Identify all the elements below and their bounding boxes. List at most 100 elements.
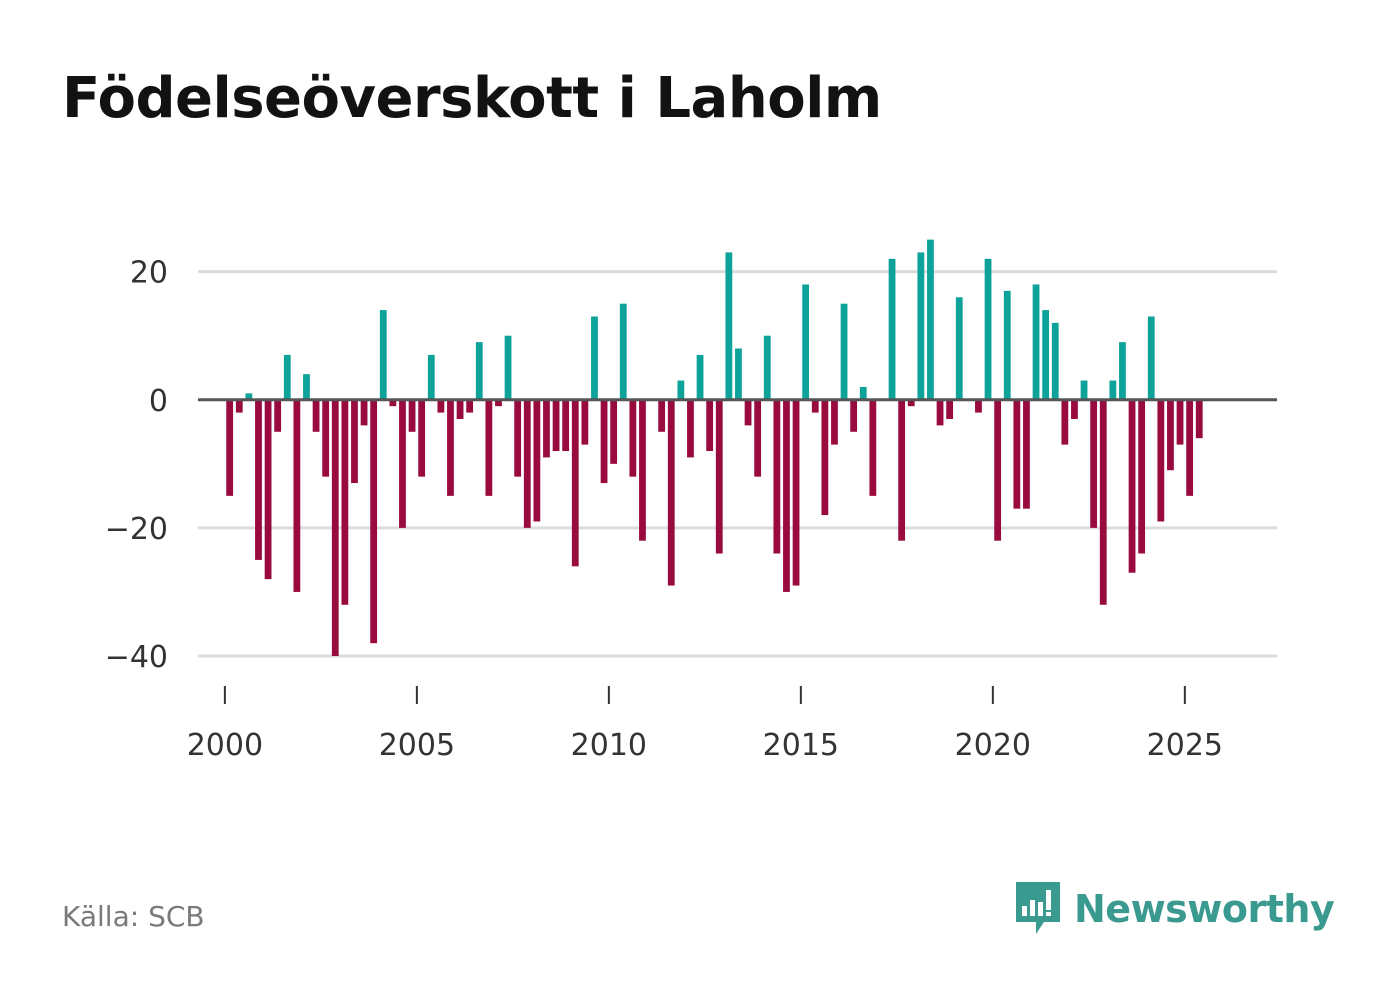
brand-logo[interactable]: Newsworthy <box>1012 878 1335 940</box>
bar <box>255 399 262 560</box>
y-tick-label: 20 <box>130 256 168 291</box>
x-axis-ticks: 2000 2005 2010 2015 2020 2025 <box>187 686 1223 763</box>
y-axis-ticks: 20 0 −20 −40 <box>105 256 168 675</box>
bar <box>399 399 406 528</box>
bar <box>725 252 733 400</box>
bar <box>658 399 666 432</box>
bar <box>514 399 522 477</box>
bar <box>1071 399 1078 419</box>
bar <box>840 303 848 400</box>
bar <box>600 399 608 484</box>
bar <box>811 399 819 413</box>
bar <box>927 239 934 400</box>
bar <box>235 399 243 413</box>
bar <box>245 393 253 400</box>
bar <box>1099 399 1107 605</box>
y-tick-label: 0 <box>149 384 168 419</box>
bar <box>696 354 704 400</box>
bar <box>744 399 752 426</box>
bar <box>1032 284 1040 400</box>
bar <box>379 310 387 400</box>
bar <box>955 297 963 400</box>
bar <box>427 354 435 400</box>
bar <box>888 258 896 400</box>
bar <box>571 399 579 567</box>
gridlines <box>198 270 1277 658</box>
bar <box>715 399 723 554</box>
bar <box>706 399 714 452</box>
bar <box>485 399 493 496</box>
bar <box>773 399 781 554</box>
bar <box>984 258 992 400</box>
bar <box>495 399 502 407</box>
bar <box>763 335 771 400</box>
bar <box>322 399 330 477</box>
bar <box>418 399 426 477</box>
bar <box>389 399 397 407</box>
bar <box>552 399 560 452</box>
bar <box>1023 399 1030 509</box>
bar <box>1157 399 1165 522</box>
brand-name: Newsworthy <box>1074 887 1335 931</box>
source-note: Källa: SCB <box>62 900 205 933</box>
bar <box>917 252 925 400</box>
bar <box>1013 399 1021 509</box>
bar <box>533 399 541 522</box>
bar <box>437 399 445 413</box>
bar <box>1176 399 1184 445</box>
bar <box>331 399 339 656</box>
x-tick-label: 2010 <box>571 728 647 763</box>
bar <box>1195 399 1203 439</box>
bar <box>466 399 474 413</box>
bar <box>591 316 598 400</box>
bar <box>802 284 810 400</box>
bar <box>226 399 234 496</box>
bar <box>408 399 416 432</box>
bar <box>1147 316 1155 400</box>
x-tick-label: 2005 <box>379 728 455 763</box>
bar <box>1109 380 1117 400</box>
bar <box>1128 399 1136 573</box>
x-tick-label: 2020 <box>955 728 1031 763</box>
bar <box>456 399 464 419</box>
bar <box>283 354 291 400</box>
bar <box>447 399 454 496</box>
bar <box>303 374 310 400</box>
bar <box>946 399 954 419</box>
bar <box>475 342 483 400</box>
bar <box>504 335 512 400</box>
bar <box>619 303 627 400</box>
bar <box>936 399 944 426</box>
bar <box>1080 380 1088 400</box>
x-tick-label: 2000 <box>187 728 263 763</box>
bar <box>1138 399 1146 554</box>
bar <box>629 399 637 477</box>
bar <box>543 399 550 458</box>
bars <box>226 239 1203 656</box>
bar <box>293 399 301 592</box>
x-tick-label: 2015 <box>763 728 839 763</box>
newsworthy-logo-icon <box>1016 882 1060 934</box>
bar <box>312 399 320 432</box>
bar <box>341 399 349 605</box>
y-tick-label: −40 <box>105 640 168 675</box>
chart-title: Födelseöverskott i Laholm <box>62 66 882 131</box>
bar <box>360 399 368 426</box>
bar <box>562 399 570 452</box>
bar <box>975 399 982 413</box>
bar <box>667 399 675 586</box>
bar <box>1051 322 1059 400</box>
x-tick-label: 2025 <box>1147 728 1223 763</box>
bar <box>783 399 790 592</box>
bar <box>831 399 838 445</box>
bar <box>859 386 867 400</box>
bar <box>581 399 589 445</box>
bar <box>898 399 906 541</box>
bar <box>610 399 618 464</box>
bar <box>1042 310 1050 400</box>
bar <box>1003 290 1011 400</box>
bar <box>1119 342 1126 400</box>
bar <box>351 399 358 484</box>
bar <box>754 399 762 477</box>
